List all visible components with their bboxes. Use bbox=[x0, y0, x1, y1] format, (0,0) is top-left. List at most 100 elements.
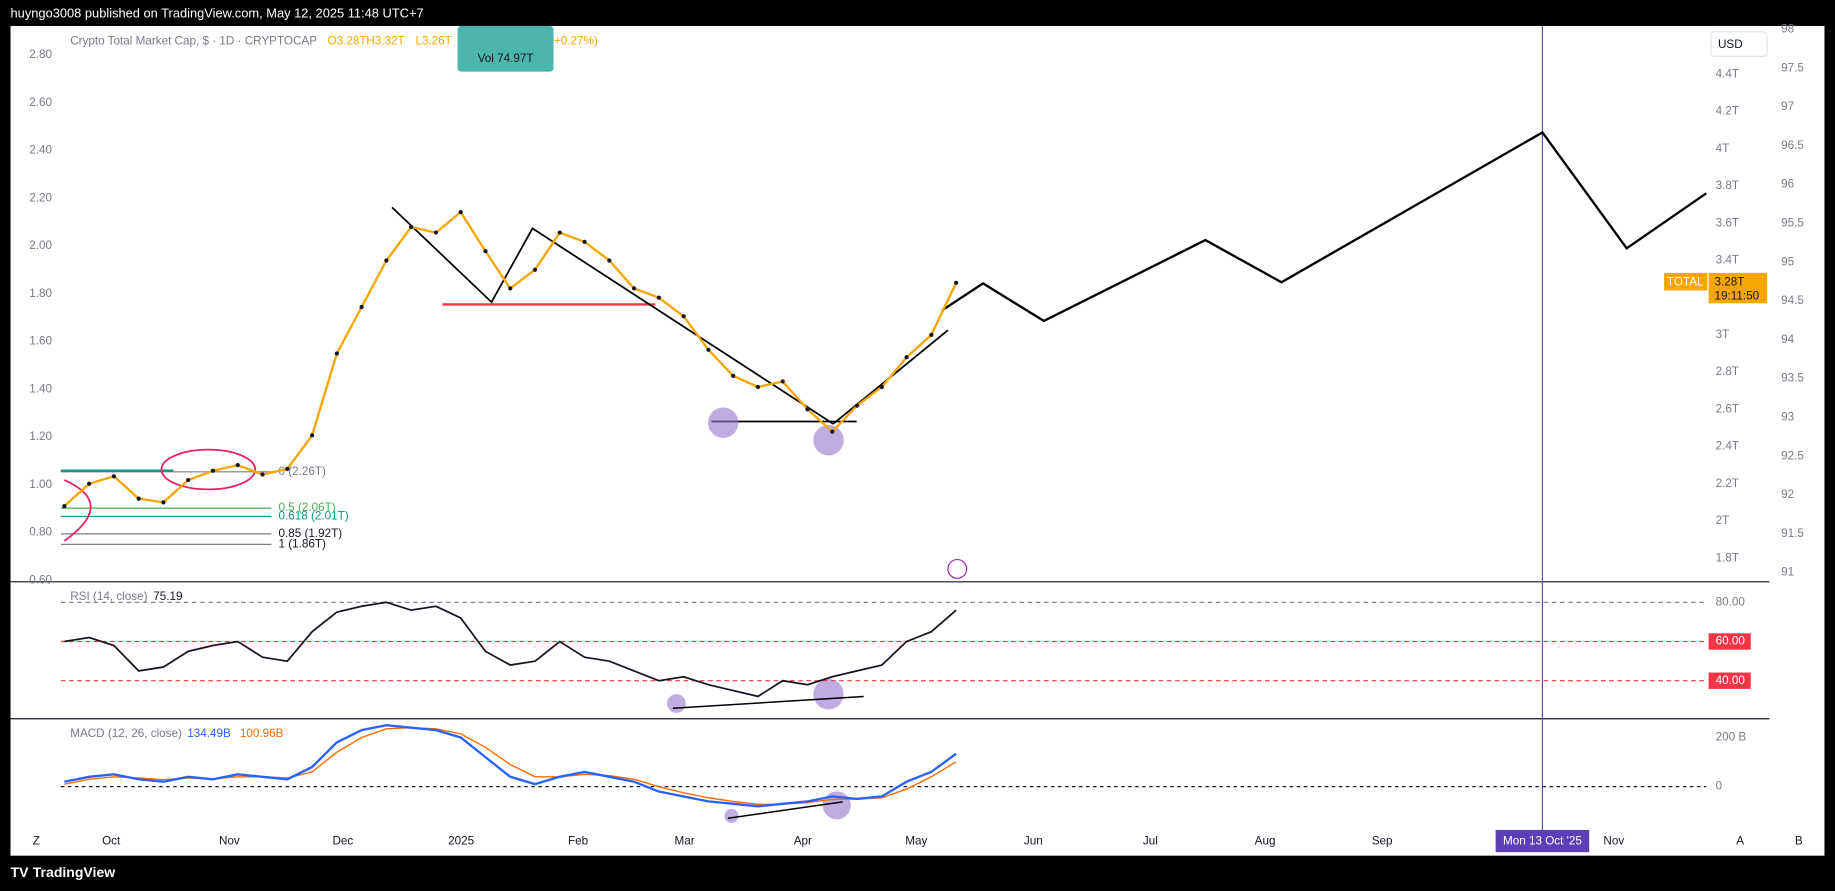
high: H3.32T bbox=[366, 34, 404, 47]
price-point bbox=[879, 384, 884, 390]
left-tick-label: 1.60 bbox=[29, 335, 52, 348]
highlight bbox=[708, 407, 739, 438]
right-tick-label: 4T bbox=[1716, 142, 1730, 155]
price-point bbox=[359, 304, 364, 310]
left-tick-label: 1.40 bbox=[29, 382, 52, 395]
x-tick-label: Jul bbox=[1143, 835, 1158, 848]
right-tick-label: 2.6T bbox=[1716, 402, 1739, 415]
right-tick-label: 4.2T bbox=[1716, 105, 1739, 118]
x-tick-label: Nov bbox=[219, 835, 240, 848]
x-tick-label: Mar bbox=[675, 835, 695, 848]
publisher: huyngo3008 published on TradingView.com,… bbox=[11, 6, 424, 21]
price-point bbox=[681, 314, 686, 319]
price-point bbox=[607, 258, 612, 263]
x-tick-label: Aug bbox=[1255, 835, 1276, 848]
alert-icon[interactable] bbox=[947, 559, 968, 579]
badge-countdown: 19:11:50 bbox=[1714, 289, 1759, 302]
price-point bbox=[706, 347, 711, 352]
price-point bbox=[755, 384, 761, 390]
open: O3.28T bbox=[328, 34, 367, 47]
tooltip bbox=[457, 25, 554, 72]
right2-tick-label: 97.5 bbox=[1781, 61, 1804, 74]
x-tick-label: Nov bbox=[1603, 835, 1624, 848]
cursor-label-bg bbox=[1495, 829, 1590, 853]
price-point bbox=[805, 407, 810, 412]
rsi-legend: RSI (14, close) bbox=[70, 590, 147, 603]
rsi-line bbox=[64, 601, 957, 698]
x-tick-label: May bbox=[905, 835, 927, 848]
right-tick-label: 3.6T bbox=[1716, 216, 1739, 229]
left-tick-label: 2.60 bbox=[29, 96, 52, 109]
right-tick-label: 3T bbox=[1716, 328, 1730, 341]
price-point bbox=[260, 472, 265, 477]
price-point bbox=[309, 433, 315, 438]
currency[interactable]: USD bbox=[1718, 38, 1743, 51]
right-tick-label: 3.8T bbox=[1716, 179, 1739, 192]
divergence-line bbox=[727, 801, 843, 819]
change: (+0.27%) bbox=[550, 34, 598, 47]
currency-button[interactable] bbox=[1710, 31, 1768, 57]
x-tick-label: Apr bbox=[794, 835, 812, 848]
right2-tick-label: 93 bbox=[1781, 411, 1794, 424]
log-button[interactable]: B bbox=[1795, 835, 1803, 848]
price-point bbox=[458, 209, 463, 215]
auto-button[interactable]: A bbox=[1736, 835, 1744, 848]
left-tick-label: 2.40 bbox=[29, 144, 52, 157]
price-point bbox=[508, 286, 513, 291]
price-point bbox=[780, 379, 785, 384]
badge-symbol: TOTAL bbox=[1667, 275, 1704, 288]
right2-tick-label: 95.5 bbox=[1781, 217, 1804, 230]
macd-line bbox=[64, 724, 957, 808]
price-point bbox=[210, 468, 216, 473]
right-tick-label: 2.8T bbox=[1716, 365, 1739, 378]
price-point bbox=[954, 280, 959, 285]
right2-tick-label: 98 bbox=[1781, 23, 1794, 36]
price-point bbox=[433, 230, 439, 235]
brand: TradingView bbox=[33, 864, 115, 880]
price-point bbox=[384, 258, 389, 263]
price-point bbox=[631, 286, 637, 291]
right2-tick-label: 97 bbox=[1781, 100, 1794, 113]
cursor-label: Mon 13 Oct '25 bbox=[1503, 835, 1582, 848]
left-tick-label: 0.80 bbox=[29, 526, 52, 539]
price-point bbox=[285, 466, 290, 471]
right2-tick-label: 91.5 bbox=[1781, 527, 1804, 540]
price-point bbox=[409, 224, 414, 230]
highlight bbox=[822, 791, 851, 820]
left-tick-label: 1.00 bbox=[29, 478, 52, 491]
right-tick-label: 2.2T bbox=[1716, 477, 1739, 490]
highlight bbox=[724, 808, 739, 823]
price-point bbox=[854, 403, 860, 408]
left-tick-label: 1.20 bbox=[29, 430, 52, 443]
right-tick-label: 3.4T bbox=[1716, 254, 1739, 267]
right2-tick-label: 94 bbox=[1781, 333, 1794, 346]
highlight bbox=[813, 425, 844, 456]
rsi-tick-label: 80.00 bbox=[1716, 595, 1746, 608]
price-point bbox=[136, 496, 141, 501]
fib-label: 0.85 (1.92T) bbox=[279, 527, 343, 540]
x-tick-label: Jun bbox=[1024, 835, 1043, 848]
price-point bbox=[929, 332, 934, 338]
left-button[interactable]: Z bbox=[33, 835, 40, 848]
highlight bbox=[667, 694, 686, 713]
brand-logo: TV bbox=[11, 864, 30, 880]
right2-tick-label: 95 bbox=[1781, 255, 1794, 268]
right2-tick-label: 96.5 bbox=[1781, 139, 1804, 152]
price-point bbox=[62, 503, 67, 509]
x-tick-label: Oct bbox=[102, 835, 121, 848]
ellipse bbox=[160, 448, 256, 491]
price-point bbox=[186, 477, 191, 483]
x-tick-label: Sep bbox=[1372, 835, 1393, 848]
right2-tick-label: 92 bbox=[1781, 488, 1794, 501]
arc bbox=[63, 479, 92, 542]
price-point bbox=[87, 481, 92, 486]
highlight bbox=[813, 678, 844, 710]
left-tick-label: 2.80 bbox=[29, 48, 52, 61]
x-tick-label: Feb bbox=[568, 835, 589, 848]
price-point bbox=[483, 249, 488, 254]
right-tick-label: 1.8T bbox=[1716, 551, 1739, 564]
rsi-tick-label: 40.00 bbox=[1716, 674, 1746, 687]
right2-tick-label: 96 bbox=[1781, 178, 1794, 191]
macd-current: 134.49B bbox=[187, 727, 231, 740]
price-point bbox=[532, 267, 538, 272]
